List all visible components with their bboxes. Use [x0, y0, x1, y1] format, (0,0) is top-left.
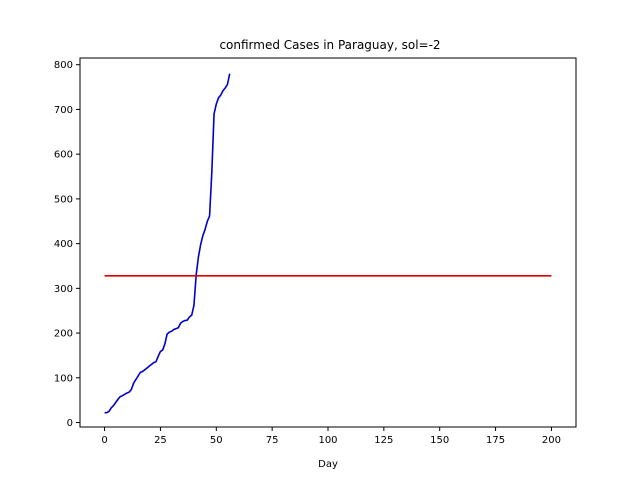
series-line-0 [104, 73, 231, 414]
chart-title: confirmed Cases in Paraguay, sol=-2 [219, 38, 440, 52]
y-tick-label: 800 [54, 60, 73, 71]
y-tick-label: 700 [54, 105, 73, 116]
y-tick-label: 200 [54, 329, 73, 340]
x-tick-label: 100 [318, 435, 337, 446]
x-tick-label: 200 [542, 435, 561, 446]
x-axis-label: Day [318, 459, 338, 470]
series-lines [104, 73, 552, 414]
x-tick-label: 150 [430, 435, 449, 446]
x-axis-ticks: 0 25 50 75 100 125 150 175 200 [101, 427, 561, 446]
x-tick-label: 25 [154, 435, 167, 446]
x-tick-label: 75 [266, 435, 279, 446]
y-tick-label: 500 [54, 194, 73, 205]
x-tick-label: 125 [374, 435, 393, 446]
y-tick-label: 100 [54, 373, 73, 384]
y-tick-label: 400 [54, 239, 73, 250]
y-tick-label: 300 [54, 284, 73, 295]
y-tick-label: 600 [54, 150, 73, 161]
x-tick-label: 0 [101, 435, 107, 446]
x-tick-label: 50 [210, 435, 223, 446]
x-tick-label: 175 [486, 435, 505, 446]
y-tick-label: 0 [67, 418, 73, 429]
y-axis-ticks: 0 100 200 300 400 500 600 700 800 [54, 60, 80, 429]
